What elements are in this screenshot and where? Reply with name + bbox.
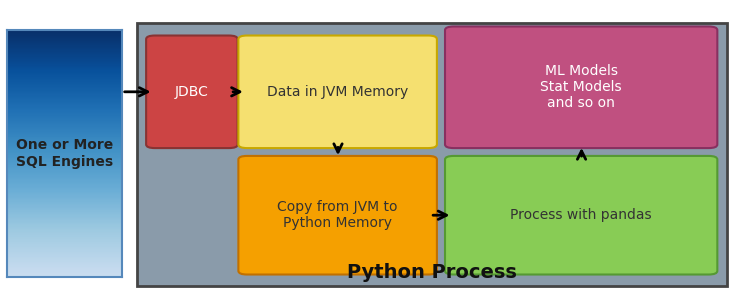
- FancyBboxPatch shape: [146, 36, 238, 148]
- Text: Data in JVM Memory: Data in JVM Memory: [267, 85, 408, 99]
- Text: JDBC: JDBC: [175, 85, 209, 99]
- Text: Python Process: Python Process: [347, 263, 517, 282]
- FancyBboxPatch shape: [238, 36, 437, 148]
- Text: Process with pandas: Process with pandas: [511, 208, 652, 222]
- FancyBboxPatch shape: [445, 26, 717, 148]
- Text: One or More
SQL Engines: One or More SQL Engines: [16, 138, 113, 169]
- FancyBboxPatch shape: [445, 156, 717, 275]
- FancyBboxPatch shape: [238, 156, 437, 275]
- FancyBboxPatch shape: [137, 23, 727, 286]
- Text: ML Models
Stat Models
and so on: ML Models Stat Models and so on: [540, 64, 622, 110]
- Text: Copy from JVM to
Python Memory: Copy from JVM to Python Memory: [277, 200, 398, 230]
